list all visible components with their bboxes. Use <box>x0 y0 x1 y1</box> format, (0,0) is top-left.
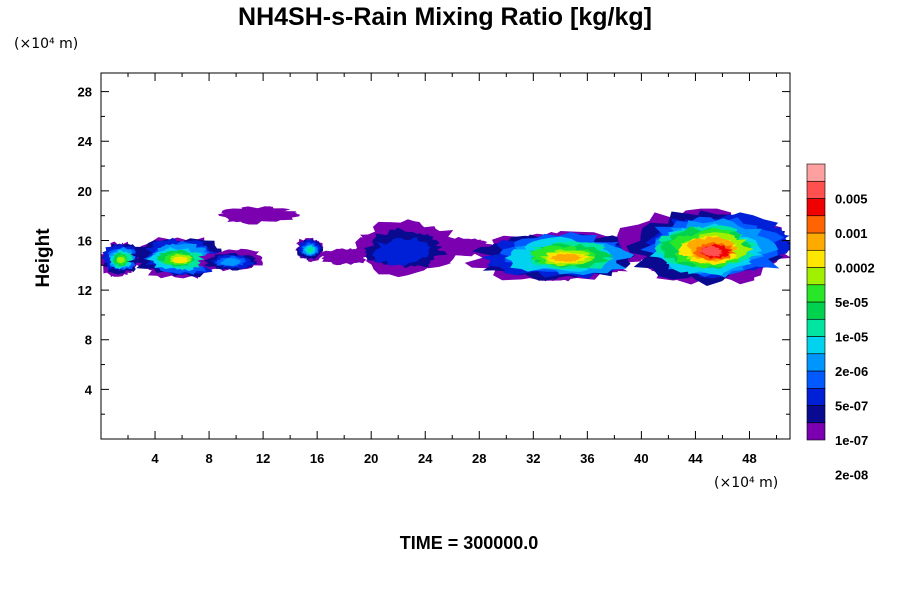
cloud-contour <box>116 257 125 264</box>
cloud-contour <box>698 245 720 256</box>
cloud-contour <box>372 238 420 266</box>
colorbar-swatch <box>806 180 826 199</box>
x-unit-label: (×10⁴ m) <box>714 475 778 491</box>
cloud-contour <box>549 253 577 262</box>
time-footer: TIME = 300000.0 <box>400 533 539 553</box>
colorbar-swatch <box>806 249 826 268</box>
cloud-contour <box>307 247 314 253</box>
chart-title: NH4SH-s-Rain Mixing Ratio [kg/kg] <box>238 3 652 31</box>
colorbar-label: 5e-05 <box>835 295 868 310</box>
y-tick-label: 24 <box>78 134 93 149</box>
cloud-contour <box>218 208 295 225</box>
colorbar-label: 1e-07 <box>835 433 868 448</box>
y-tick-label: 12 <box>78 283 92 298</box>
plot-frame <box>100 72 791 440</box>
x-tick-label: 48 <box>742 451 756 466</box>
x-tick-label: 20 <box>364 451 378 466</box>
colorbar-label: 2e-08 <box>835 468 868 483</box>
colorbar-swatch <box>806 353 826 372</box>
y-tick-label: 28 <box>78 85 92 100</box>
y-unit-label: (×10⁴ m) <box>14 36 78 52</box>
y-tick-label: 16 <box>78 233 92 248</box>
cloud-contour <box>221 258 242 266</box>
x-tick-label: 32 <box>526 451 540 466</box>
colorbar-swatch <box>806 163 826 182</box>
contour-fill-layer <box>101 206 790 286</box>
x-tick-label: 40 <box>634 451 648 466</box>
colorbar-swatch <box>806 267 826 286</box>
colorbar-swatch <box>806 301 826 320</box>
colorbar-swatch <box>806 405 826 424</box>
colorbar-label: 0.001 <box>835 226 868 241</box>
x-tick-label: 36 <box>580 451 594 466</box>
x-tick-label: 12 <box>256 451 270 466</box>
x-tick-label: 16 <box>310 451 324 466</box>
cloud-contour <box>171 256 188 264</box>
colorbar: 0.005 0.001 0.0002 5e-05 1e-05 2e-06 5e-07 1e-0… <box>806 163 875 483</box>
colorbar-label: 2e-06 <box>835 364 868 379</box>
colorbar-label: 1e-05 <box>835 330 868 345</box>
x-tick-label: 4 <box>151 451 159 466</box>
y-tick-label: 20 <box>78 184 92 199</box>
colorbar-swatch <box>806 387 826 406</box>
x-tick-label: 24 <box>418 451 433 466</box>
y-axis-label: Height <box>33 228 54 288</box>
cloud-contour <box>319 248 358 266</box>
colorbar-swatch <box>806 198 826 217</box>
colorbar-swatch <box>806 336 826 355</box>
colorbar-swatch <box>806 232 826 251</box>
colorbar-swatch <box>806 370 826 389</box>
x-tick-label: 8 <box>205 451 212 466</box>
y-tick-label: 8 <box>85 333 92 348</box>
colorbar-swatch <box>806 284 826 303</box>
colorbar-swatch <box>806 318 826 337</box>
colorbar-swatch <box>806 215 826 234</box>
colorbar-label: 0.0002 <box>835 261 875 276</box>
x-tick-label: 44 <box>688 451 703 466</box>
colorbar-label: 5e-07 <box>835 399 868 414</box>
colorbar-swatch <box>806 422 826 441</box>
x-tick-label: 28 <box>472 451 486 466</box>
colorbar-label: 0.005 <box>835 192 868 207</box>
y-tick-label: 4 <box>85 382 93 397</box>
